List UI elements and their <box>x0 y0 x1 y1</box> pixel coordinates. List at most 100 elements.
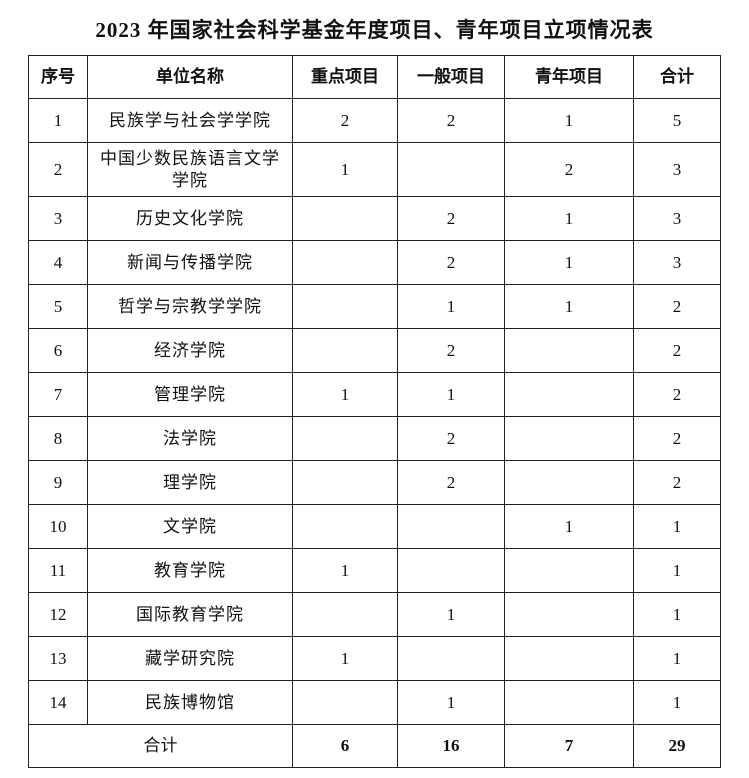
header-key: 重点项目 <box>292 55 398 99</box>
cell-general: 1 <box>397 372 505 417</box>
cell-key <box>292 196 398 241</box>
cell-total: 1 <box>633 636 721 681</box>
cell-youth: 1 <box>504 196 634 241</box>
cell-youth <box>504 460 634 505</box>
cell-no: 3 <box>28 196 88 241</box>
totals-label: 合计 <box>28 724 293 768</box>
table-row: 12 国际教育学院 1 1 <box>28 592 721 637</box>
cell-no: 5 <box>28 284 88 329</box>
cell-total: 1 <box>633 680 721 725</box>
cell-name: 经济学院 <box>87 328 293 373</box>
cell-name: 民族博物馆 <box>87 680 293 725</box>
totals-total: 29 <box>633 724 721 768</box>
cell-no: 13 <box>28 636 88 681</box>
cell-total: 5 <box>633 98 721 143</box>
cell-youth <box>504 548 634 593</box>
cell-name: 历史文化学院 <box>87 196 293 241</box>
cell-key: 2 <box>292 98 398 143</box>
table-row: 7 管理学院 1 1 2 <box>28 372 721 417</box>
projects-table: 序号 单位名称 重点项目 一般项目 青年项目 合计 1 民族学与社会学学院 2 2 1 5… <box>28 55 721 768</box>
cell-general: 2 <box>397 328 505 373</box>
cell-name: 管理学院 <box>87 372 293 417</box>
cell-youth: 2 <box>504 142 634 197</box>
header-youth: 青年项目 <box>504 55 634 99</box>
cell-name: 中国少数民族语言文学学院 <box>87 142 293 197</box>
cell-key <box>292 284 398 329</box>
cell-name: 文学院 <box>87 504 293 549</box>
cell-no: 2 <box>28 142 88 197</box>
cell-total: 2 <box>633 372 721 417</box>
table-row: 4 新闻与传播学院 2 1 3 <box>28 240 721 285</box>
cell-name: 藏学研究院 <box>87 636 293 681</box>
cell-no: 10 <box>28 504 88 549</box>
cell-general: 1 <box>397 592 505 637</box>
cell-total: 3 <box>633 142 721 197</box>
cell-name: 哲学与宗教学学院 <box>87 284 293 329</box>
cell-no: 4 <box>28 240 88 285</box>
cell-youth <box>504 680 634 725</box>
table-row: 9 理学院 2 2 <box>28 460 721 505</box>
header-no: 序号 <box>28 55 88 99</box>
cell-no: 9 <box>28 460 88 505</box>
table-row: 11 教育学院 1 1 <box>28 548 721 593</box>
totals-youth: 7 <box>504 724 634 768</box>
totals-row: 合计 6 16 7 29 <box>28 724 721 768</box>
cell-key: 1 <box>292 372 398 417</box>
cell-no: 7 <box>28 372 88 417</box>
cell-total: 3 <box>633 196 721 241</box>
cell-general <box>397 636 505 681</box>
table-row: 13 藏学研究院 1 1 <box>28 636 721 681</box>
table-row: 10 文学院 1 1 <box>28 504 721 549</box>
table-row: 5 哲学与宗教学学院 1 1 2 <box>28 284 721 329</box>
cell-name: 理学院 <box>87 460 293 505</box>
table-row: 14 民族博物馆 1 1 <box>28 680 721 725</box>
cell-youth <box>504 372 634 417</box>
cell-total: 2 <box>633 284 721 329</box>
table-row: 8 法学院 2 2 <box>28 416 721 461</box>
table-row: 3 历史文化学院 2 1 3 <box>28 196 721 241</box>
cell-key: 1 <box>292 142 398 197</box>
cell-total: 1 <box>633 592 721 637</box>
cell-no: 8 <box>28 416 88 461</box>
header-name: 单位名称 <box>87 55 293 99</box>
cell-total: 2 <box>633 328 721 373</box>
cell-youth <box>504 328 634 373</box>
cell-total: 1 <box>633 548 721 593</box>
cell-general: 2 <box>397 98 505 143</box>
cell-general: 2 <box>397 196 505 241</box>
header-total: 合计 <box>633 55 721 99</box>
cell-key <box>292 328 398 373</box>
cell-no: 14 <box>28 680 88 725</box>
page-title: 2023 年国家社会科学基金年度项目、青年项目立项情况表 <box>95 18 654 42</box>
cell-youth: 1 <box>504 98 634 143</box>
cell-total: 3 <box>633 240 721 285</box>
cell-youth <box>504 592 634 637</box>
table-row: 1 民族学与社会学学院 2 2 1 5 <box>28 98 721 143</box>
cell-general <box>397 142 505 197</box>
cell-key <box>292 504 398 549</box>
cell-total: 2 <box>633 460 721 505</box>
cell-key <box>292 416 398 461</box>
totals-general: 16 <box>397 724 505 768</box>
cell-key: 1 <box>292 548 398 593</box>
header-general: 一般项目 <box>397 55 505 99</box>
cell-name: 国际教育学院 <box>87 592 293 637</box>
totals-key: 6 <box>292 724 398 768</box>
cell-no: 12 <box>28 592 88 637</box>
cell-youth: 1 <box>504 504 634 549</box>
cell-key: 1 <box>292 636 398 681</box>
cell-total: 2 <box>633 416 721 461</box>
table-row: 2 中国少数民族语言文学学院 1 2 3 <box>28 142 721 197</box>
cell-name: 教育学院 <box>87 548 293 593</box>
cell-youth: 1 <box>504 240 634 285</box>
cell-key <box>292 460 398 505</box>
cell-general: 2 <box>397 460 505 505</box>
cell-no: 11 <box>28 548 88 593</box>
cell-name: 新闻与传播学院 <box>87 240 293 285</box>
cell-general: 2 <box>397 416 505 461</box>
cell-general: 2 <box>397 240 505 285</box>
cell-name: 民族学与社会学学院 <box>87 98 293 143</box>
cell-general: 1 <box>397 680 505 725</box>
cell-total: 1 <box>633 504 721 549</box>
cell-general <box>397 548 505 593</box>
